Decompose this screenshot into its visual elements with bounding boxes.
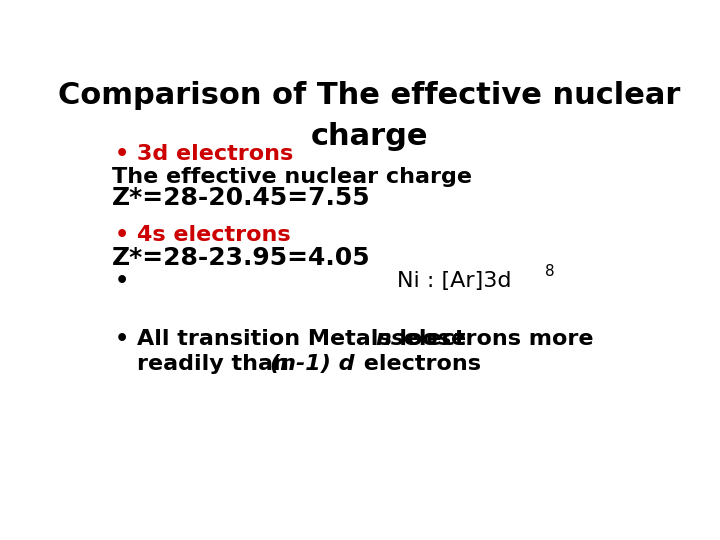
Text: Comparison of The effective nuclear
charge: Comparison of The effective nuclear char… — [58, 82, 680, 151]
Text: • 4s electrons: • 4s electrons — [115, 225, 291, 245]
Text: 8: 8 — [545, 265, 554, 279]
Text: •: • — [115, 271, 130, 291]
Text: Z*=28-20.45=7.55: Z*=28-20.45=7.55 — [112, 186, 371, 210]
Text: All transition Metals loose: All transition Metals loose — [138, 329, 474, 349]
Text: (n-1) d: (n-1) d — [270, 354, 354, 374]
Text: The effective nuclear charge: The effective nuclear charge — [112, 167, 472, 187]
Text: •: • — [115, 329, 130, 349]
Text: • 3d electrons: • 3d electrons — [115, 144, 293, 164]
Text: readily than: readily than — [138, 354, 297, 374]
Text: Z*=28-23.95=4.05: Z*=28-23.95=4.05 — [112, 246, 371, 270]
Text: Ni : [Ar]3d: Ni : [Ar]3d — [397, 271, 511, 291]
Text: ns: ns — [376, 329, 405, 349]
Text: electrons: electrons — [356, 354, 481, 374]
Text: electrons more: electrons more — [396, 329, 593, 349]
